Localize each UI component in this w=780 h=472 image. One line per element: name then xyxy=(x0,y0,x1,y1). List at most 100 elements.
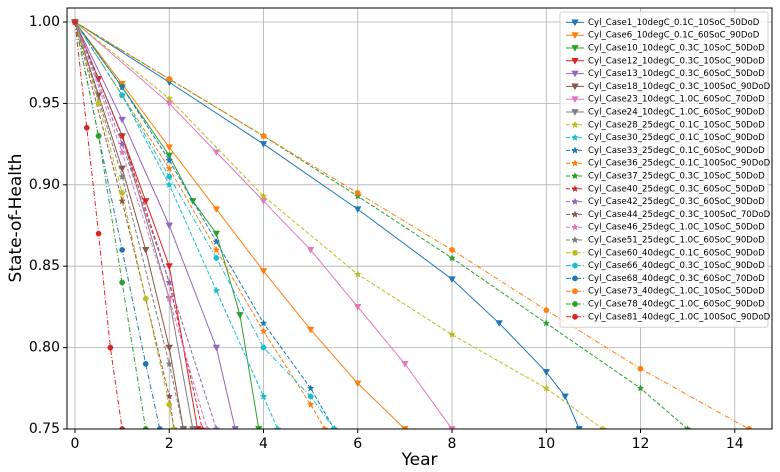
marker xyxy=(354,190,361,196)
marker xyxy=(259,198,268,205)
marker xyxy=(448,276,456,284)
legend-label: Cyl_Case28_25degC_0.1C_10SoC_50DoD xyxy=(588,120,765,130)
marker xyxy=(141,247,150,254)
legend-marker xyxy=(571,57,579,65)
legend-marker xyxy=(571,19,579,27)
marker xyxy=(213,255,220,261)
x-tick-label: 2 xyxy=(165,436,174,452)
marker xyxy=(165,359,174,368)
marker xyxy=(165,263,173,271)
legend-marker xyxy=(571,109,579,116)
legend-label: Cyl_Case30_25degC_0.1C_10SoC_90DoD xyxy=(588,133,765,143)
marker xyxy=(212,344,221,352)
marker xyxy=(259,392,268,400)
marker xyxy=(259,327,268,335)
legend-marker xyxy=(572,249,578,256)
series-line xyxy=(74,21,147,429)
marker xyxy=(307,393,314,400)
y-tick-label: 0.85 xyxy=(29,258,60,274)
marker xyxy=(119,190,126,196)
legend-label: Cyl_Case60_40degC_0.1C_60SoC_90DoD xyxy=(588,248,765,258)
marker xyxy=(259,192,268,200)
marker xyxy=(165,278,174,286)
legend-marker xyxy=(571,146,579,154)
marker xyxy=(165,222,173,230)
legend-marker xyxy=(571,197,579,205)
marker xyxy=(260,344,267,351)
marker xyxy=(141,198,150,205)
marker xyxy=(165,152,173,160)
marker xyxy=(543,307,550,314)
marker xyxy=(212,286,221,294)
legend-label: Cyl_Case44_25degC_0.3C_100SoC_70DoD xyxy=(588,210,771,220)
y-tick-label: 1.00 xyxy=(29,14,60,30)
marker xyxy=(599,425,607,429)
marker xyxy=(107,344,114,351)
marker xyxy=(448,330,456,338)
legend: Cyl_Case1_10degC_0.1C_10SoC_50DoD Cyl_Cas… xyxy=(559,11,771,328)
marker xyxy=(231,426,239,429)
marker xyxy=(212,245,221,254)
legend-label: Cyl_Case73_40degC_1.0C_10SoC_50DoD xyxy=(588,287,765,297)
marker xyxy=(354,206,362,214)
marker xyxy=(321,425,329,429)
marker xyxy=(165,294,174,302)
marker xyxy=(448,426,456,429)
legend-label: Cyl_Case23_10degC_1.0C_60SoC_70DoD xyxy=(588,95,765,105)
marker xyxy=(165,164,174,172)
legend-marker xyxy=(571,83,579,91)
marker xyxy=(189,198,197,205)
marker xyxy=(165,94,174,102)
x-tick-label: 8 xyxy=(448,436,457,452)
y-axis-label: State-of-Health xyxy=(6,154,26,283)
legend-marker xyxy=(571,210,579,218)
legend-marker xyxy=(571,159,579,167)
marker xyxy=(118,197,126,205)
series-group xyxy=(71,18,752,429)
series-line xyxy=(74,21,203,429)
legend-marker xyxy=(571,96,579,104)
legend-marker xyxy=(571,172,579,180)
marker xyxy=(236,312,244,319)
series-line xyxy=(74,21,184,429)
marker xyxy=(306,326,315,334)
legend-marker xyxy=(572,275,578,282)
series-line xyxy=(74,21,406,429)
marker xyxy=(306,400,315,408)
marker xyxy=(119,247,126,253)
legend-label: Cyl_Case66_40degC_0.3C_10SoC_90DoD xyxy=(588,261,765,271)
marker xyxy=(142,295,149,302)
marker xyxy=(273,425,282,429)
marker xyxy=(259,268,268,275)
marker xyxy=(542,369,550,376)
marker xyxy=(306,247,315,254)
legend-marker xyxy=(571,223,579,231)
marker xyxy=(259,319,268,327)
legend-marker xyxy=(571,32,579,40)
series-line xyxy=(74,21,750,429)
marker xyxy=(118,140,126,148)
legend-label: Cyl_Case68_40degC_0.3C_60SoC_70DoD xyxy=(588,274,765,284)
legend-label: Cyl_Case33_25degC_0.1C_60SoC_90DoD xyxy=(588,146,765,156)
marker xyxy=(259,141,268,148)
y-tick-label: 0.95 xyxy=(29,95,60,111)
legend-marker xyxy=(571,120,579,128)
marker xyxy=(119,92,126,99)
x-tick-label: 10 xyxy=(537,436,555,452)
marker xyxy=(212,425,221,429)
x-tick-label: 14 xyxy=(726,436,744,452)
legend-marker xyxy=(571,70,579,78)
legend-marker xyxy=(572,313,578,320)
marker xyxy=(260,133,267,139)
marker xyxy=(354,304,362,311)
legend-frame xyxy=(559,11,769,328)
y-tick-label: 0.90 xyxy=(29,177,60,193)
legend-marker xyxy=(571,133,579,141)
marker xyxy=(118,172,126,180)
marker xyxy=(401,360,409,368)
legend-label: Cyl_Case42_25degC_0.3C_60SoC_90DoD xyxy=(588,197,765,207)
x-tick-label: 12 xyxy=(632,436,650,452)
marker xyxy=(118,132,126,140)
marker xyxy=(542,319,551,327)
x-tick-label: 6 xyxy=(353,436,362,452)
